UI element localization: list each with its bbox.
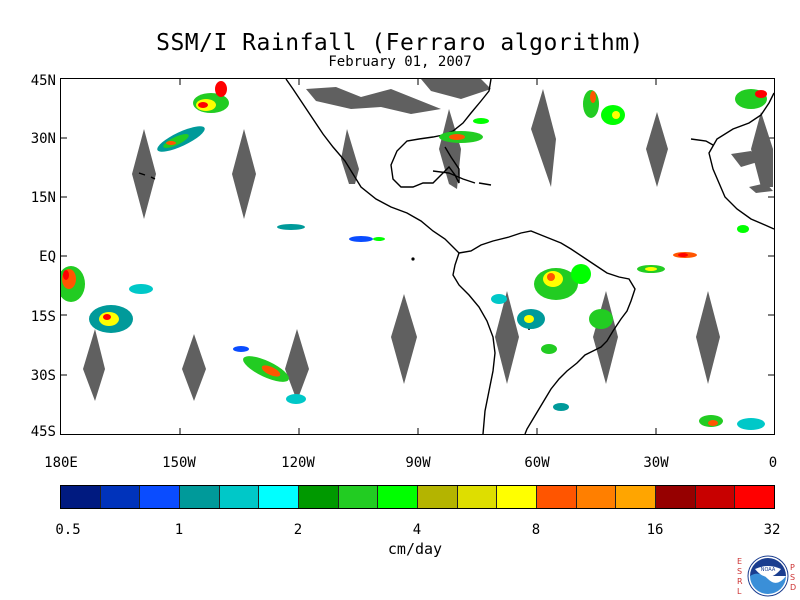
colorbar-segment: [180, 486, 220, 508]
colorbar-segment: [735, 486, 775, 508]
colorbar-tick-0-5: 0.5: [55, 522, 81, 538]
colorbar-segment: [61, 486, 101, 508]
logo-letter-p: P: [790, 563, 795, 572]
noaa-logo: E S R L P S D NOAA: [735, 555, 797, 599]
lon-label-180e: 180E: [44, 455, 78, 471]
logo-letter-r: R: [737, 577, 743, 586]
noaa-emblem-icon: NOAA: [747, 555, 789, 597]
logo-letter-d: D: [790, 583, 797, 592]
colorbar-segment: [457, 486, 498, 508]
colorbar-segment: [616, 486, 657, 508]
axis-ticks: [61, 79, 774, 434]
colorbar-segment: [497, 486, 538, 508]
colorbar-segment: [259, 486, 300, 508]
colorbar-tick-8: 8: [531, 522, 541, 538]
lon-label-0: 0: [768, 455, 778, 471]
colorbar-tick-1: 1: [174, 522, 184, 538]
lat-label-15n: 15N: [30, 190, 56, 206]
lon-label-120w: 120W: [281, 455, 315, 471]
lon-label-30w: 30W: [643, 455, 669, 471]
lat-label-45n: 45N: [30, 73, 56, 89]
map-canvas: [61, 79, 774, 434]
logo-letter-s: S: [737, 567, 743, 576]
logo-badge-text: NOAA: [761, 567, 776, 573]
rainfall-patches: [61, 81, 767, 430]
coastlines: [138, 79, 774, 434]
logo-letter-e: E: [737, 557, 743, 566]
lat-label-30n: 30N: [30, 131, 56, 147]
colorbar-tick-2: 2: [293, 522, 303, 538]
rainfall-map: [60, 78, 775, 435]
map-title: SSM/I Rainfall (Ferraro algorithm): [156, 30, 644, 56]
lat-label-30s: 30S: [30, 368, 56, 384]
colorbar-segment: [418, 486, 458, 508]
logo-letter-l: L: [737, 587, 742, 596]
colorbar-segment: [537, 486, 577, 508]
lat-label-15s: 15S: [30, 309, 56, 325]
logo-letter-s2: S: [790, 573, 796, 582]
lat-label-45s: 45S: [30, 424, 56, 440]
map-subtitle: February 01, 2007: [328, 54, 472, 70]
colorbar-segment: [378, 486, 419, 508]
colorbar-segment: [576, 486, 617, 508]
colorbar-segment: [100, 486, 141, 508]
colorbar-tick-16: 16: [646, 522, 664, 538]
colorbar-tick-4: 4: [412, 522, 422, 538]
lon-label-90w: 90W: [405, 455, 431, 471]
colorbar-segment: [656, 486, 696, 508]
lon-label-150w: 150W: [162, 455, 196, 471]
colorbar-unit-label: cm/day: [387, 540, 443, 558]
colorbar-tick-32: 32: [763, 522, 781, 538]
colorbar-segment: [219, 486, 260, 508]
colorbar-segment: [140, 486, 181, 508]
lon-label-60w: 60W: [524, 455, 550, 471]
colorbar-segment: [338, 486, 379, 508]
no-data-gaps: [83, 79, 773, 401]
colorbar-segment: [299, 486, 339, 508]
colorbar-segment: [695, 486, 736, 508]
color-scale-bar: [60, 485, 775, 509]
lat-label-eq: EQ: [39, 249, 56, 265]
